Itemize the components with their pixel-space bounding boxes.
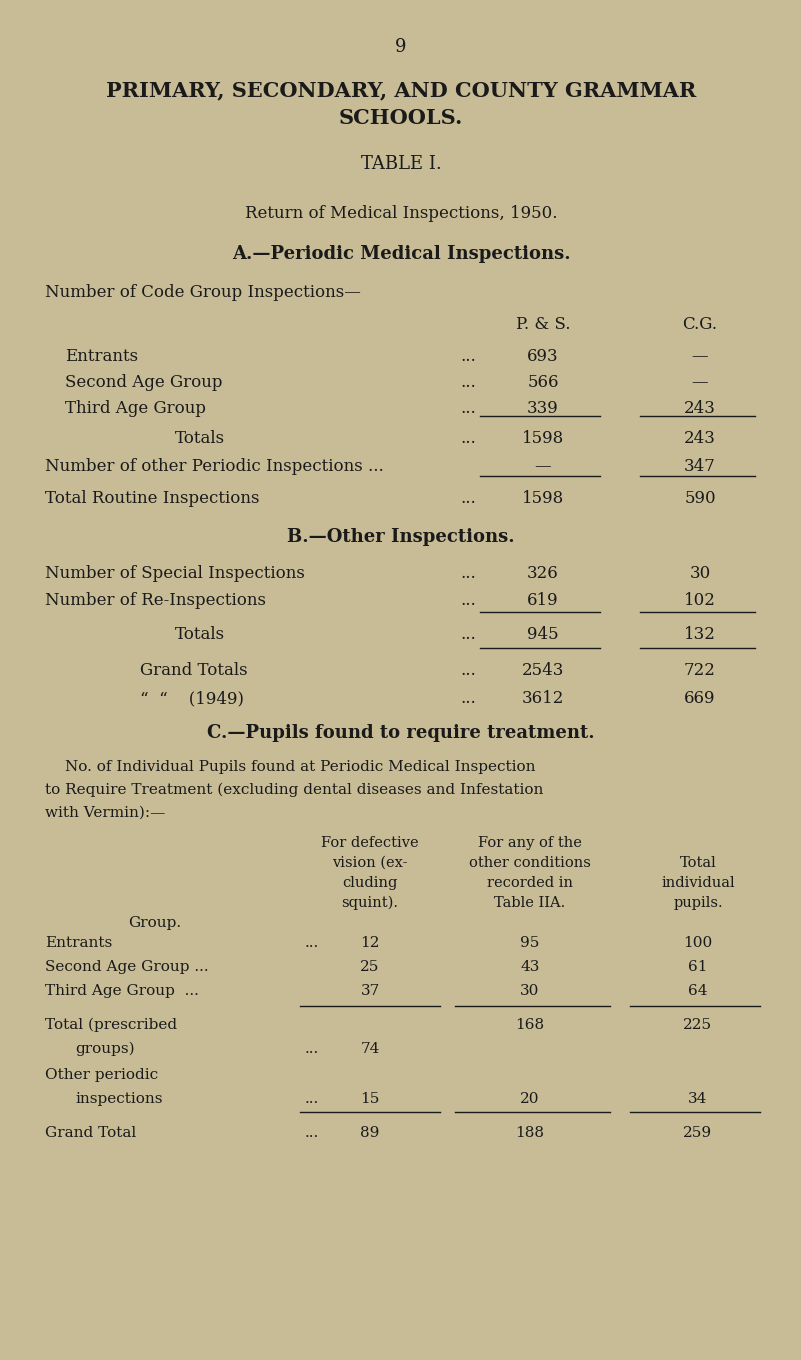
- Text: ...: ...: [460, 348, 476, 364]
- Text: SCHOOLS.: SCHOOLS.: [339, 107, 463, 128]
- Text: —: —: [692, 348, 708, 364]
- Text: Total: Total: [679, 855, 716, 870]
- Text: 102: 102: [684, 592, 716, 609]
- Text: 15: 15: [360, 1092, 380, 1106]
- Text: ...: ...: [460, 490, 476, 507]
- Text: Table IIA.: Table IIA.: [494, 896, 566, 910]
- Text: C.—Pupils found to require treatment.: C.—Pupils found to require treatment.: [207, 724, 595, 743]
- Text: ...: ...: [460, 592, 476, 609]
- Text: Total Routine Inspections: Total Routine Inspections: [45, 490, 260, 507]
- Text: 25: 25: [360, 960, 380, 974]
- Text: ...: ...: [305, 1042, 320, 1055]
- Text: 74: 74: [360, 1042, 380, 1055]
- Text: 566: 566: [527, 374, 559, 392]
- Text: individual: individual: [661, 876, 735, 889]
- Text: Return of Medical Inspections, 1950.: Return of Medical Inspections, 1950.: [245, 205, 557, 222]
- Text: For any of the: For any of the: [478, 836, 582, 850]
- Text: Third Age Group: Third Age Group: [65, 400, 206, 418]
- Text: 20: 20: [521, 1092, 540, 1106]
- Text: PRIMARY, SECONDARY, AND COUNTY GRAMMAR: PRIMARY, SECONDARY, AND COUNTY GRAMMAR: [106, 80, 696, 101]
- Text: 693: 693: [527, 348, 559, 364]
- Text: Number of Re-Inspections: Number of Re-Inspections: [45, 592, 266, 609]
- Text: Grand Total: Grand Total: [45, 1126, 136, 1140]
- Text: 619: 619: [527, 592, 559, 609]
- Text: Totals: Totals: [175, 430, 225, 447]
- Text: Number of Code Group Inspections—: Number of Code Group Inspections—: [45, 284, 361, 301]
- Text: ...: ...: [460, 564, 476, 582]
- Text: Second Age Group ...: Second Age Group ...: [45, 960, 208, 974]
- Text: 225: 225: [683, 1019, 713, 1032]
- Text: 95: 95: [521, 936, 540, 951]
- Text: ...: ...: [305, 1092, 320, 1106]
- Text: 89: 89: [360, 1126, 380, 1140]
- Text: 1598: 1598: [522, 490, 564, 507]
- Text: Totals: Totals: [175, 626, 225, 643]
- Text: 243: 243: [684, 400, 716, 418]
- Text: with Vermin):—: with Vermin):—: [45, 806, 165, 820]
- Text: ...: ...: [305, 936, 320, 951]
- Text: 64: 64: [688, 985, 708, 998]
- Text: 722: 722: [684, 662, 716, 679]
- Text: ...: ...: [305, 1126, 320, 1140]
- Text: 43: 43: [521, 960, 540, 974]
- Text: 100: 100: [683, 936, 713, 951]
- Text: No. of Individual Pupils found at Periodic Medical Inspection: No. of Individual Pupils found at Period…: [65, 760, 536, 774]
- Text: 37: 37: [360, 985, 380, 998]
- Text: 669: 669: [684, 690, 716, 707]
- Text: 30: 30: [690, 564, 710, 582]
- Text: other conditions: other conditions: [469, 855, 591, 870]
- Text: ...: ...: [460, 400, 476, 418]
- Text: 132: 132: [684, 626, 716, 643]
- Text: cluding: cluding: [342, 876, 397, 889]
- Text: —: —: [692, 374, 708, 392]
- Text: For defective: For defective: [321, 836, 419, 850]
- Text: 326: 326: [527, 564, 559, 582]
- Text: 945: 945: [527, 626, 559, 643]
- Text: —: —: [535, 458, 551, 475]
- Text: inspections: inspections: [75, 1092, 163, 1106]
- Text: ...: ...: [460, 430, 476, 447]
- Text: recorded in: recorded in: [487, 876, 573, 889]
- Text: Entrants: Entrants: [45, 936, 112, 951]
- Text: Grand Totals: Grand Totals: [140, 662, 248, 679]
- Text: 259: 259: [683, 1126, 713, 1140]
- Text: 590: 590: [684, 490, 716, 507]
- Text: 339: 339: [527, 400, 559, 418]
- Text: Third Age Group  ...: Third Age Group ...: [45, 985, 199, 998]
- Text: 2543: 2543: [521, 662, 564, 679]
- Text: 168: 168: [515, 1019, 545, 1032]
- Text: Total (prescribed: Total (prescribed: [45, 1019, 177, 1032]
- Text: TABLE I.: TABLE I.: [360, 155, 441, 173]
- Text: 188: 188: [516, 1126, 545, 1140]
- Text: groups): groups): [75, 1042, 135, 1057]
- Text: ...: ...: [460, 626, 476, 643]
- Text: 1598: 1598: [522, 430, 564, 447]
- Text: 61: 61: [688, 960, 708, 974]
- Text: “  “    (1949): “ “ (1949): [140, 690, 244, 707]
- Text: A.—Periodic Medical Inspections.: A.—Periodic Medical Inspections.: [231, 245, 570, 262]
- Text: Other periodic: Other periodic: [45, 1068, 158, 1083]
- Text: vision (ex-: vision (ex-: [332, 855, 408, 870]
- Text: 12: 12: [360, 936, 380, 951]
- Text: 347: 347: [684, 458, 716, 475]
- Text: ...: ...: [460, 690, 476, 707]
- Text: P. & S.: P. & S.: [516, 316, 570, 333]
- Text: Number of other Periodic Inspections ...: Number of other Periodic Inspections ...: [45, 458, 384, 475]
- Text: C.G.: C.G.: [682, 316, 718, 333]
- Text: 30: 30: [521, 985, 540, 998]
- Text: to Require Treatment (excluding dental diseases and Infestation: to Require Treatment (excluding dental d…: [45, 783, 543, 797]
- Text: pupils.: pupils.: [673, 896, 723, 910]
- Text: 9: 9: [395, 38, 407, 56]
- Text: 3612: 3612: [521, 690, 564, 707]
- Text: Number of Special Inspections: Number of Special Inspections: [45, 564, 305, 582]
- Text: ...: ...: [460, 374, 476, 392]
- Text: B.—Other Inspections.: B.—Other Inspections.: [288, 528, 515, 545]
- Text: 34: 34: [688, 1092, 708, 1106]
- Text: ...: ...: [460, 662, 476, 679]
- Text: Second Age Group: Second Age Group: [65, 374, 223, 392]
- Text: Group.: Group.: [128, 917, 182, 930]
- Text: 243: 243: [684, 430, 716, 447]
- Text: Entrants: Entrants: [65, 348, 138, 364]
- Text: squint).: squint).: [341, 896, 399, 910]
